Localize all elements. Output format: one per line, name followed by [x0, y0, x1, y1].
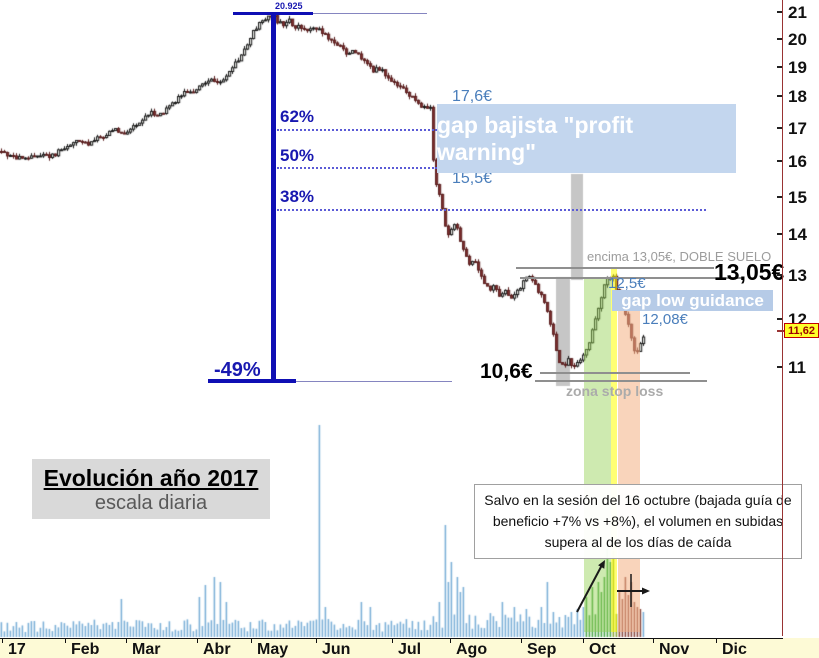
decline-pct-label: -49%	[214, 359, 261, 381]
y-tick-label: 19	[788, 57, 807, 77]
y-tick-label: 18	[788, 87, 807, 107]
gap2-top-price-label: 12,5€	[608, 275, 646, 292]
decline-base-line-thick	[208, 379, 296, 383]
last-price-tick	[777, 330, 784, 332]
y-tick-label: 14	[788, 225, 807, 245]
month-label: Nov	[659, 641, 690, 658]
fib-38-label: 38%	[280, 187, 315, 206]
month-label: Feb	[71, 641, 100, 658]
double-floor-line-lower	[520, 277, 742, 279]
y-tick-label: 13	[788, 266, 807, 286]
gap-low-guidance-box: gap low guidance	[612, 290, 773, 311]
month-label: 17	[8, 641, 26, 658]
fib-50-line	[277, 167, 437, 169]
peak-line-thin	[313, 13, 427, 14]
stop-zone-line-upper	[540, 372, 690, 374]
month-label: Jun	[322, 641, 351, 658]
flat-arrow-head	[642, 587, 650, 595]
month-label: Jul	[398, 641, 422, 658]
x-axis-line	[0, 638, 783, 639]
stop-zone-note: zona stop loss	[566, 383, 664, 399]
fib-50-label: 50%	[280, 146, 315, 165]
up-trend-arrow-head	[598, 560, 605, 569]
y-axis-line	[782, 0, 783, 636]
y-tick-label: 16	[788, 152, 807, 172]
y-tick-label: 21	[788, 2, 807, 22]
y-tick-label: 15	[788, 187, 807, 207]
gap-bajista-text: gap bajista "profit warning"	[437, 111, 634, 165]
month-tick	[197, 638, 198, 643]
gap-bottom-price-label: 15,5€	[452, 170, 493, 187]
y-tick-mark	[777, 95, 782, 98]
y-tick-mark	[777, 37, 782, 40]
month-label: May	[257, 641, 289, 658]
month-label: Sep	[527, 641, 557, 658]
volume-arrows	[576, 560, 650, 613]
month-tick	[251, 638, 252, 643]
stop-zone-line-lower	[535, 380, 707, 382]
month-tick	[653, 638, 654, 643]
chart-subtitle: escala diaria	[94, 492, 208, 514]
gap-low-guidance-text: gap low guidance	[621, 290, 764, 310]
chart-title: Evolución año 2017	[43, 465, 259, 491]
y-tick-mark	[777, 318, 782, 321]
volume-note-text: Salvo en la sesión del 16 octubre (bajad…	[484, 492, 792, 550]
month-tick	[2, 638, 3, 643]
month-label: Dic	[722, 641, 747, 658]
fib-62-label: 62%	[280, 107, 315, 126]
last-price-text: 11,62	[788, 324, 815, 337]
double-floor-price-label: 13,05€	[714, 259, 785, 285]
fib-38-line	[277, 209, 706, 211]
double-floor-note: encima 13,05€, DOBLE SUELO	[587, 249, 772, 264]
y-tick-mark	[777, 126, 782, 129]
y-tick-mark	[777, 160, 782, 163]
month-label: Abr	[203, 641, 231, 658]
month-tick	[126, 638, 127, 643]
stop-price-label: 10,6€	[480, 360, 533, 383]
y-tick-label: 17	[788, 118, 807, 138]
y-tick-mark	[777, 365, 782, 368]
y-tick-label: 11	[788, 357, 806, 377]
decline-base-line-thin	[296, 381, 452, 382]
up-trend-arrow-line	[576, 564, 603, 613]
gap-bajista-annotation-box: gap bajista "profit warning"	[437, 104, 736, 173]
month-label: Mar	[132, 641, 161, 658]
double-floor-line-upper	[516, 267, 714, 269]
last-price-badge: 11,62	[784, 323, 819, 338]
month-tick	[65, 638, 66, 643]
month-tick	[716, 638, 717, 643]
month-tick	[392, 638, 393, 643]
y-tick-label: 20	[788, 29, 807, 49]
month-label: Oct	[589, 641, 616, 658]
x-axis-strip	[0, 638, 819, 658]
y-tick-mark	[777, 274, 782, 277]
chart-title-box: Evolución año 2017 escala diaria	[32, 459, 270, 519]
peak-value-label: 20.925	[275, 1, 303, 11]
month-label: Ago	[456, 641, 488, 658]
y-tick-mark	[777, 195, 782, 198]
month-tick	[450, 638, 451, 643]
month-tick	[521, 638, 522, 643]
y-tick-mark	[777, 65, 782, 68]
fib-62-line	[277, 129, 437, 131]
month-tick	[316, 638, 317, 643]
y-tick-mark	[777, 10, 782, 13]
month-tick	[583, 638, 584, 643]
y-tick-mark	[777, 233, 782, 236]
volume-note-box: Salvo en la sesión del 16 octubre (bajad…	[474, 484, 802, 559]
gap-top-price-label: 17,6€	[452, 88, 493, 105]
gap2-bottom-price-label: 12,08€	[642, 311, 688, 328]
decline-vertical-line	[271, 13, 276, 382]
